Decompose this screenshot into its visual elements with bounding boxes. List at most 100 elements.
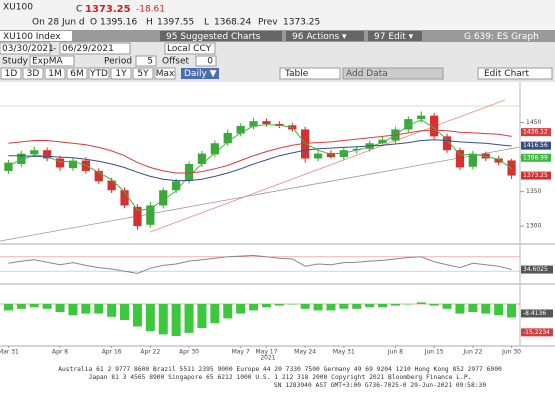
- x-tick-label: Mar 31: [0, 349, 19, 356]
- histogram-bar: [313, 304, 323, 311]
- histogram-bar: [55, 304, 65, 312]
- add-data: Add Data: [346, 69, 388, 79]
- range-label: 1D: [5, 69, 18, 79]
- button[interactable]: [286, 31, 364, 41]
- range-button[interactable]: [22, 67, 44, 80]
- macd-marker-label: -15.2234: [523, 329, 550, 336]
- x-tick-label: May 17: [255, 349, 277, 356]
- moving-average: [8, 119, 512, 211]
- footer-line: SN 1283940 AST GMT+3:00 G736-7025-0 29-J…: [274, 382, 487, 389]
- quote-bar: [0, 0, 555, 30]
- study: ExpMA: [32, 57, 63, 67]
- offset-box[interactable]: [195, 55, 217, 67]
- histogram-bar: [107, 304, 117, 317]
- security-box[interactable]: [0, 31, 72, 41]
- candle-body: [468, 153, 477, 167]
- date-label: On 28 Jun d: [32, 18, 85, 28]
- edit-chart-button[interactable]: [477, 67, 553, 80]
- candle-body: [455, 150, 465, 168]
- trendline: [149, 99, 506, 233]
- candle-body: [210, 143, 219, 155]
- trendline: [0, 146, 521, 242]
- range-buttons: 1D 3D 1M 6M YTD 1Y 5Y Max: [0, 67, 176, 80]
- candle-body: [68, 160, 78, 169]
- period-label: Period: [104, 57, 132, 67]
- x-tick-label: Jun 22: [462, 349, 482, 356]
- oscillator-marker-label: 34.6025: [523, 266, 548, 273]
- button[interactable]: [160, 31, 282, 41]
- footer-line: Japan 81 3 4565 8900 Singapore 65 6212 1…: [89, 374, 472, 381]
- offset-label: Offset: [162, 57, 190, 67]
- histogram-bar: [16, 304, 26, 309]
- price-marker: [521, 171, 551, 180]
- low: 1368.24: [214, 18, 251, 28]
- histogram-bar: [132, 304, 142, 327]
- histogram-bar: [249, 304, 259, 311]
- range-button[interactable]: [44, 67, 66, 80]
- ticker: XU100: [3, 3, 33, 13]
- open-label: O: [90, 18, 97, 28]
- histogram-bar: [403, 304, 413, 305]
- range-button[interactable]: [88, 67, 110, 80]
- x-tick-label: May 31: [333, 349, 355, 356]
- study-box[interactable]: [29, 55, 75, 67]
- histogram-bar: [42, 304, 52, 309]
- date-box[interactable]: [0, 42, 51, 55]
- frequency-box[interactable]: [181, 68, 219, 79]
- range-button[interactable]: [0, 67, 22, 80]
- candle-body: [249, 121, 258, 127]
- range-button[interactable]: [132, 67, 154, 80]
- price-marker: [521, 141, 551, 150]
- histogram-bar: [352, 304, 362, 309]
- histogram-bar: [429, 304, 439, 306]
- prev-label: Prev: [258, 18, 278, 28]
- moving-average: [8, 129, 512, 174]
- button-label: 95 Suggested Charts: [166, 32, 261, 42]
- range-label: 6M: [70, 69, 84, 79]
- candle-body: [4, 162, 13, 171]
- candle-body: [236, 126, 245, 134]
- moving-average: [8, 139, 512, 182]
- button[interactable]: [368, 31, 422, 41]
- range-label: Max: [156, 69, 175, 79]
- currency: Local CCY: [167, 44, 212, 54]
- close: 1373.25: [85, 4, 131, 15]
- button-label: 96 Actions ▾: [292, 32, 347, 42]
- x-tick-label: May 7: [232, 349, 250, 356]
- oscillator-line: [8, 254, 512, 274]
- candle-body: [313, 153, 323, 159]
- period: 5: [147, 57, 153, 67]
- candle-body: [262, 121, 271, 124]
- histogram-bar: [481, 304, 491, 314]
- table-button[interactable]: [279, 67, 341, 80]
- offset: 0: [207, 57, 213, 67]
- date-box[interactable]: [59, 42, 131, 55]
- histogram-bar: [455, 304, 465, 314]
- oscillator-marker: [521, 265, 553, 274]
- candle-body: [184, 164, 194, 181]
- histogram-bar: [171, 304, 181, 336]
- range-button[interactable]: [154, 67, 176, 80]
- edit-chart: Edit Chart: [484, 69, 529, 79]
- histogram-bar: [68, 304, 78, 316]
- add-data-box[interactable]: [342, 67, 444, 80]
- currency-box[interactable]: [164, 42, 216, 55]
- prev: 1373.25: [283, 18, 320, 28]
- histogram-bar: [81, 304, 91, 314]
- range-label: 3D: [27, 69, 40, 79]
- candle-body: [43, 150, 52, 159]
- close-label: C: [76, 5, 82, 15]
- low-label: L: [204, 18, 209, 28]
- range-button[interactable]: [110, 67, 132, 80]
- candle-body: [94, 170, 103, 182]
- period-box[interactable]: [135, 55, 157, 67]
- candle-body: [430, 115, 439, 137]
- open: 1395.16: [100, 18, 137, 28]
- candle-body: [133, 206, 142, 227]
- range-label: 1M: [48, 69, 62, 79]
- histogram-bar: [365, 304, 375, 308]
- range-button[interactable]: [66, 67, 88, 80]
- x-tick-label: Apr 16: [102, 349, 122, 356]
